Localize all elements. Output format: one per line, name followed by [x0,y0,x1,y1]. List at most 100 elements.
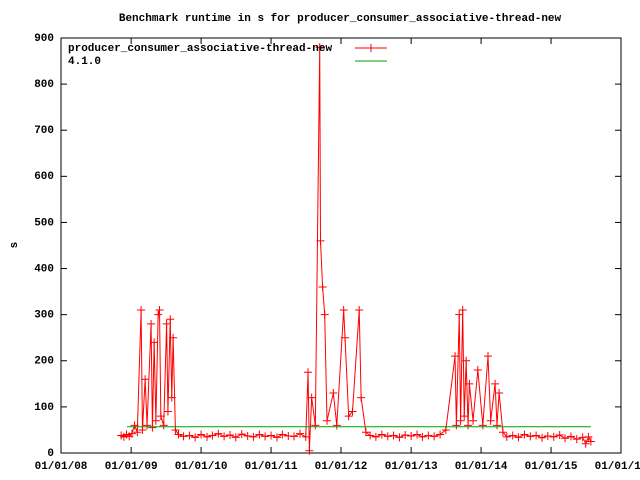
point-marker [191,433,200,442]
point-marker [255,430,264,439]
point-marker [543,431,552,440]
point-marker [179,432,188,441]
point-marker [460,412,469,421]
point-marker [141,375,150,384]
point-marker [508,431,517,440]
x-tick-label: 01/01/08 [35,461,88,473]
point-marker [344,412,353,421]
point-marker [584,432,593,441]
point-marker [332,421,341,430]
point-marker [171,425,180,434]
point-marker [491,379,500,388]
point-marker [498,428,507,437]
point-marker [278,430,287,439]
point-marker [329,389,338,398]
point-marker [462,356,471,365]
point-marker [572,435,581,444]
point-marker [377,430,386,439]
point-marker [451,352,460,361]
point-marker [231,433,240,442]
chart-title: Benchmark runtime in s for producer_cons… [119,13,562,25]
point-marker [155,306,164,315]
point-marker [441,425,450,434]
point-marker [348,407,357,416]
y-tick-label: 300 [34,310,54,322]
point-marker [418,432,427,441]
point-marker [357,393,366,402]
point-marker [320,310,329,319]
point-marker [143,421,152,430]
point-marker [162,319,171,328]
point-marker [464,421,473,430]
x-tick-label: 01/01/11 [245,461,298,473]
point-marker [220,432,229,441]
point-marker [502,432,511,441]
point-marker [305,446,314,455]
y-tick-label: 400 [34,263,54,275]
point-marker [323,416,332,425]
y-tick-label: 100 [34,402,54,414]
point-marker [147,319,156,328]
point-marker [520,430,529,439]
point-marker [267,431,276,440]
point-marker [133,428,142,437]
point-marker [555,431,564,440]
point-marker [249,432,258,441]
point-marker [401,431,410,440]
point-marker [156,412,165,421]
point-marker [295,429,304,438]
point-marker [261,432,270,441]
point-marker [237,430,246,439]
point-marker [366,431,375,440]
y-tick-label: 600 [34,171,54,183]
point-marker [151,416,160,425]
point-marker [514,433,523,442]
point-marker [315,43,324,52]
y-tick-label: 700 [34,125,54,137]
point-marker [389,431,398,440]
point-marker [561,434,570,443]
point-marker [226,431,235,440]
point-marker [407,431,416,440]
point-marker [163,407,172,416]
y-axis-label: s [9,242,21,249]
point-marker [301,432,310,441]
point-marker [169,333,178,342]
x-tick-label: 01/01/09 [105,461,158,473]
point-marker [339,306,348,315]
legend-marker [367,44,375,52]
point-marker [355,306,364,315]
point-marker [455,310,464,319]
point-marker [586,437,595,446]
point-marker [361,428,370,437]
point-marker [203,432,212,441]
point-marker [137,306,146,315]
point-marker [272,433,281,442]
point-marker [290,432,299,441]
y-tick-label: 200 [34,356,54,368]
point-marker [167,393,176,402]
point-marker [486,416,495,425]
x-tick-label: 01/01/16 [595,461,640,473]
x-tick-label: 01/01/13 [385,461,438,473]
point-marker [214,429,223,438]
point-marker [456,416,465,425]
point-marker [566,432,575,441]
point-marker [208,431,217,440]
point-marker [197,430,206,439]
point-marker [307,393,316,402]
point-marker [478,421,487,430]
point-marker [185,431,194,440]
point-marker [430,432,439,441]
point-marker [371,432,380,441]
point-marker [130,421,139,430]
point-marker [395,433,404,442]
point-marker [159,421,168,430]
x-tick-label: 01/01/15 [525,461,578,473]
point-marker [383,432,392,441]
point-marker [148,423,157,432]
point-marker [174,430,183,439]
point-marker [154,310,163,319]
x-tick-label: 01/01/10 [175,461,228,473]
